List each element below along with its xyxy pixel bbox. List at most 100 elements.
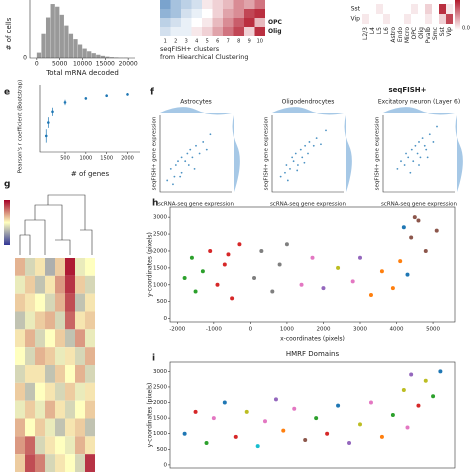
point: [284, 242, 289, 247]
heat-cell: [425, 14, 432, 24]
hist-bar: [68, 33, 74, 58]
heat-cell: [45, 275, 55, 294]
heat-cell: [369, 4, 376, 14]
heat-cell: [254, 9, 265, 18]
hist-bar: [82, 48, 87, 58]
point: [421, 137, 424, 140]
axis: [29, 0, 135, 59]
heat-cell: [233, 18, 244, 27]
y-tick-label: 0: [23, 55, 27, 62]
heat-cell: [439, 14, 446, 24]
heat-cell: [15, 400, 25, 419]
heat-cell: [35, 258, 45, 276]
heat-cell: [170, 18, 181, 27]
point: [208, 248, 213, 253]
point: [310, 255, 315, 260]
heat-cell: [45, 329, 55, 348]
point: [297, 164, 299, 166]
caption: from Hiearchical Clustering: [160, 53, 248, 61]
point: [434, 228, 439, 233]
point: [405, 425, 410, 430]
point: [222, 400, 227, 405]
y-axis-label: Pearson's r coefficient (Bootstrap): [18, 80, 24, 174]
row-label: Vip: [351, 16, 361, 23]
heat-cell: [181, 27, 192, 36]
y-tick-label: 500: [157, 299, 168, 305]
heat-cell: [55, 365, 65, 383]
point: [398, 259, 403, 264]
col-label: Micro: [404, 27, 411, 43]
heat-cell: [55, 400, 65, 419]
point: [173, 175, 176, 178]
point: [284, 171, 286, 174]
col-label: Astro: [390, 27, 397, 43]
heat-cell: [418, 14, 425, 24]
y-tick-label: 3000: [153, 369, 167, 375]
col-label: Smc: [432, 27, 439, 40]
x-axis-label: # of genes: [71, 170, 110, 178]
point: [314, 416, 319, 421]
heat-cell: [65, 275, 75, 294]
point: [432, 141, 435, 143]
point: [379, 269, 384, 274]
heat-cell: [376, 14, 383, 24]
x-tick-label: 1000: [280, 327, 294, 333]
hist-bar: [36, 52, 42, 58]
heat-cell: [223, 27, 234, 36]
heat-cell: [35, 418, 45, 437]
heat-cell: [45, 311, 55, 330]
heat-cell: [85, 293, 95, 312]
heat-cell: [397, 14, 404, 24]
plot-title: Astrocytes: [180, 99, 212, 106]
heat-cell: [25, 454, 35, 472]
heat-cell: [191, 9, 202, 18]
point: [412, 215, 417, 220]
heat-cell: [65, 400, 75, 419]
heat-cell: [439, 4, 446, 14]
heat-cell: [15, 454, 25, 472]
point: [279, 175, 282, 178]
heat-cell: [432, 14, 439, 24]
panel-label: i: [152, 354, 155, 364]
point: [407, 156, 410, 159]
heat-cell: [15, 293, 25, 312]
heat-cell: [55, 347, 65, 365]
point: [169, 168, 172, 170]
point: [428, 133, 431, 136]
heat-cell: [376, 4, 383, 14]
colorbar-label: 0.0: [462, 26, 470, 32]
point: [182, 431, 187, 436]
heat-cell: [45, 400, 55, 419]
y-tick-label: 1000: [153, 282, 167, 288]
x-tick-label: 3000: [353, 327, 367, 333]
point: [289, 168, 291, 170]
point: [304, 144, 307, 147]
col-label: 10: [257, 39, 263, 45]
heat-cell: [75, 436, 85, 455]
heat-cell: [15, 275, 25, 294]
point: [126, 93, 129, 96]
heat-cell: [181, 18, 192, 27]
heat-cell: [65, 454, 75, 472]
heat-cell: [85, 347, 95, 365]
point: [44, 134, 48, 138]
marginal: [383, 107, 455, 115]
point: [63, 101, 67, 104]
point: [273, 397, 278, 402]
point: [368, 400, 373, 405]
point: [299, 282, 304, 287]
marginal: [272, 107, 344, 115]
hist-bar: [77, 44, 83, 58]
panel-label: f: [150, 88, 154, 98]
point: [211, 416, 216, 421]
x-axis-label: Total mRNA decoded: [45, 69, 119, 77]
y-axis-label: y-coordinates (pixels): [147, 383, 154, 448]
point: [292, 406, 297, 411]
axis: [271, 115, 344, 193]
heat-cell: [390, 14, 397, 24]
heat-cell: [45, 454, 55, 472]
heat-cell: [25, 365, 35, 383]
y-axis-label: seqFISH+ gene expression: [375, 116, 381, 190]
col-label: Endo: [397, 27, 404, 42]
point: [325, 129, 327, 132]
